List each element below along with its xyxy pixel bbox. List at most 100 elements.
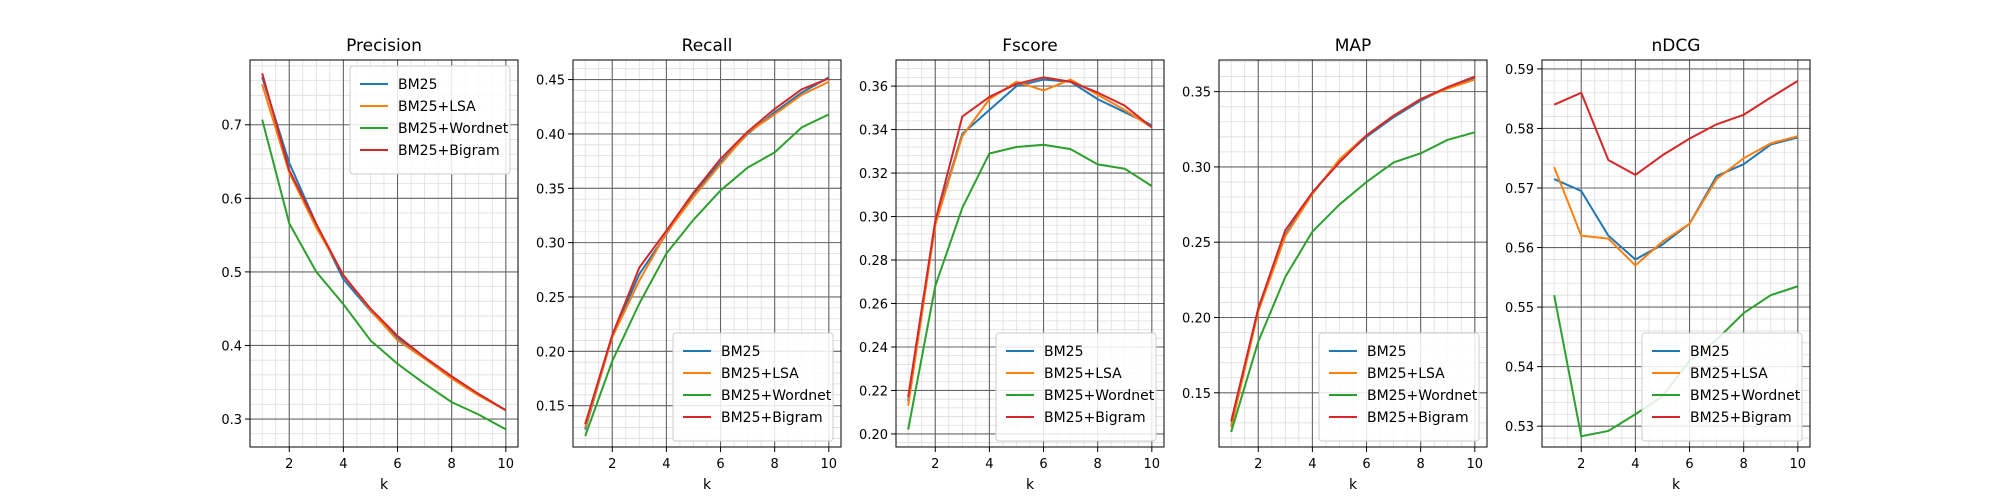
y-tick-label: 0.36 bbox=[859, 80, 888, 95]
x-tick-label: 4 bbox=[662, 457, 670, 472]
x-tick-label: 6 bbox=[716, 457, 724, 472]
plot-frame bbox=[895, 59, 1165, 448]
y-tick-label: 0.6 bbox=[221, 192, 242, 207]
legend-label: BM25+Wordnet bbox=[1044, 388, 1155, 404]
x-axis-label: k bbox=[703, 477, 712, 493]
x-tick-label: 4 bbox=[1631, 457, 1639, 472]
legend-label: BM25 bbox=[398, 77, 438, 93]
x-tick-label: 10 bbox=[1467, 457, 1484, 472]
series-line-bm25-wordnet bbox=[907, 143, 1153, 430]
series-line-bm25-bigram bbox=[584, 77, 830, 425]
major-grid bbox=[250, 60, 518, 447]
series-line-bm25-lsa bbox=[907, 78, 1153, 406]
x-tick-label: 10 bbox=[498, 457, 515, 472]
x-tick-label: 6 bbox=[393, 457, 401, 472]
x-axis-label: k bbox=[380, 477, 389, 493]
legend-label: BM25+LSA bbox=[1044, 366, 1122, 382]
y-tick-label: 0.24 bbox=[859, 341, 888, 356]
y-tick-label: 0.4 bbox=[221, 339, 242, 354]
legend-frame bbox=[672, 332, 834, 442]
x-axis-label: k bbox=[1026, 477, 1035, 493]
y-tick-label: 0.56 bbox=[1505, 242, 1534, 257]
x-tick-label: 6 bbox=[1685, 457, 1693, 472]
series-line-bm25-wordnet bbox=[584, 113, 830, 437]
x-tick-label: 6 bbox=[1362, 457, 1370, 472]
y-tick-label: 0.53 bbox=[1505, 420, 1534, 435]
y-tick-label: 0.30 bbox=[536, 237, 565, 252]
series-line-bm25-lsa bbox=[261, 83, 507, 412]
y-tick-label: 0.3 bbox=[221, 413, 242, 428]
y-tick-label: 0.30 bbox=[1182, 161, 1211, 176]
y-tick-label: 0.25 bbox=[1182, 236, 1211, 251]
legend-label: BM25 bbox=[1367, 344, 1407, 360]
panel-title: Fscore bbox=[1002, 36, 1057, 56]
series-line-bm25-bigram bbox=[1230, 75, 1476, 422]
legend-label: BM25+Wordnet bbox=[1367, 388, 1478, 404]
y-tick-label: 0.7 bbox=[221, 119, 242, 134]
plot-frame bbox=[1541, 59, 1811, 448]
y-tick-label: 0.30 bbox=[859, 211, 888, 226]
legend-label: BM25 bbox=[1044, 344, 1084, 360]
y-tick-label: 0.25 bbox=[536, 291, 565, 306]
series-line-bm25-lsa bbox=[584, 80, 830, 428]
y-tick-label: 0.20 bbox=[859, 428, 888, 443]
y-tick-label: 0.57 bbox=[1505, 182, 1534, 197]
legend: BM25 BM25+LSA BM25+Wordnet BM25+Bigram bbox=[1318, 332, 1480, 442]
panel-title: Recall bbox=[682, 36, 733, 56]
series-line-bm25-wordnet bbox=[261, 119, 507, 431]
x-tick-label: 8 bbox=[1094, 457, 1102, 472]
x-tick-label: 6 bbox=[1039, 457, 1047, 472]
legend-label: BM25+Bigram bbox=[721, 410, 823, 426]
legend-label: BM25+Wordnet bbox=[1690, 388, 1801, 404]
y-tick-label: 0.58 bbox=[1505, 122, 1534, 137]
x-tick-label: 8 bbox=[1417, 457, 1425, 472]
x-tick-label: 4 bbox=[985, 457, 993, 472]
y-tick-label: 0.45 bbox=[536, 74, 565, 89]
x-tick-label: 2 bbox=[608, 457, 616, 472]
panel-recall: 2 4 6 8 10 0.15 0.20 0.25 0.30 0.35 0.40 0.45 Recall… bbox=[536, 36, 842, 493]
series-line-bm25-bigram bbox=[1553, 79, 1799, 176]
panel-ndcg: 2 4 6 8 10 0.53 0.54 0.55 0.56 0.57 0.58 0.59 nDCG k B… bbox=[1505, 36, 1811, 493]
legend-label: BM25+LSA bbox=[398, 99, 476, 115]
series-line-bm25-bigram bbox=[261, 72, 507, 412]
y-tick-label: 0.35 bbox=[536, 182, 565, 197]
series-line-bm25 bbox=[1553, 136, 1799, 261]
y-tick-label: 0.20 bbox=[1182, 311, 1211, 326]
series-line-bm25 bbox=[584, 76, 830, 430]
panel-title: nDCG bbox=[1652, 36, 1701, 56]
y-tick-label: 0.34 bbox=[859, 124, 888, 139]
legend-label: BM25+LSA bbox=[1690, 366, 1768, 382]
x-tick-label: 2 bbox=[1577, 457, 1585, 472]
legend-label: BM25+Wordnet bbox=[721, 388, 832, 404]
series-line-bm25-lsa bbox=[1553, 135, 1799, 267]
y-tick-label: 0.35 bbox=[1182, 86, 1211, 101]
legend-frame bbox=[349, 65, 511, 175]
x-tick-label: 2 bbox=[1254, 457, 1262, 472]
x-axis-label: k bbox=[1672, 477, 1681, 493]
panel-fscore: 2 4 6 8 10 0.20 0.22 0.24 0.26 0.28 0.30 0.32 0.34 0.… bbox=[859, 36, 1165, 493]
legend-label: BM25+Bigram bbox=[1367, 410, 1469, 426]
legend: BM25 BM25+LSA BM25+Wordnet BM25+Bigram bbox=[1641, 332, 1803, 442]
series-line-bm25-wordnet bbox=[1230, 131, 1476, 433]
legend: BM25 BM25+LSA BM25+Wordnet BM25+Bigram bbox=[349, 65, 511, 175]
x-tick-label: 4 bbox=[339, 457, 347, 472]
x-tick-label: 8 bbox=[771, 457, 779, 472]
y-tick-label: 0.55 bbox=[1505, 301, 1534, 316]
legend-frame bbox=[1641, 332, 1803, 442]
legend-label: BM25+Wordnet bbox=[398, 121, 509, 137]
legend: BM25 BM25+LSA BM25+Wordnet BM25+Bigram bbox=[995, 332, 1157, 442]
x-tick-label: 2 bbox=[931, 457, 939, 472]
panel-precision: 2 4 6 8 10 0.3 0.4 0.5 0.6 0.7 Precision k BM25 BM25+… bbox=[221, 36, 519, 493]
y-tick-label: 0.59 bbox=[1505, 63, 1534, 78]
legend-frame bbox=[1318, 332, 1480, 442]
y-tick-label: 0.5 bbox=[221, 266, 242, 281]
legend-label: BM25+LSA bbox=[1367, 366, 1445, 382]
x-tick-label: 8 bbox=[448, 457, 456, 472]
x-tick-label: 8 bbox=[1740, 457, 1748, 472]
y-tick-label: 0.20 bbox=[536, 345, 565, 360]
series-line-bm25-bigram bbox=[907, 76, 1153, 398]
legend-label: BM25+LSA bbox=[721, 366, 799, 382]
legend-label: BM25 bbox=[1690, 344, 1730, 360]
panel-map: 2 4 6 8 10 0.15 0.20 0.25 0.30 0.35 MAP k BM25 BM25+L… bbox=[1182, 36, 1488, 493]
